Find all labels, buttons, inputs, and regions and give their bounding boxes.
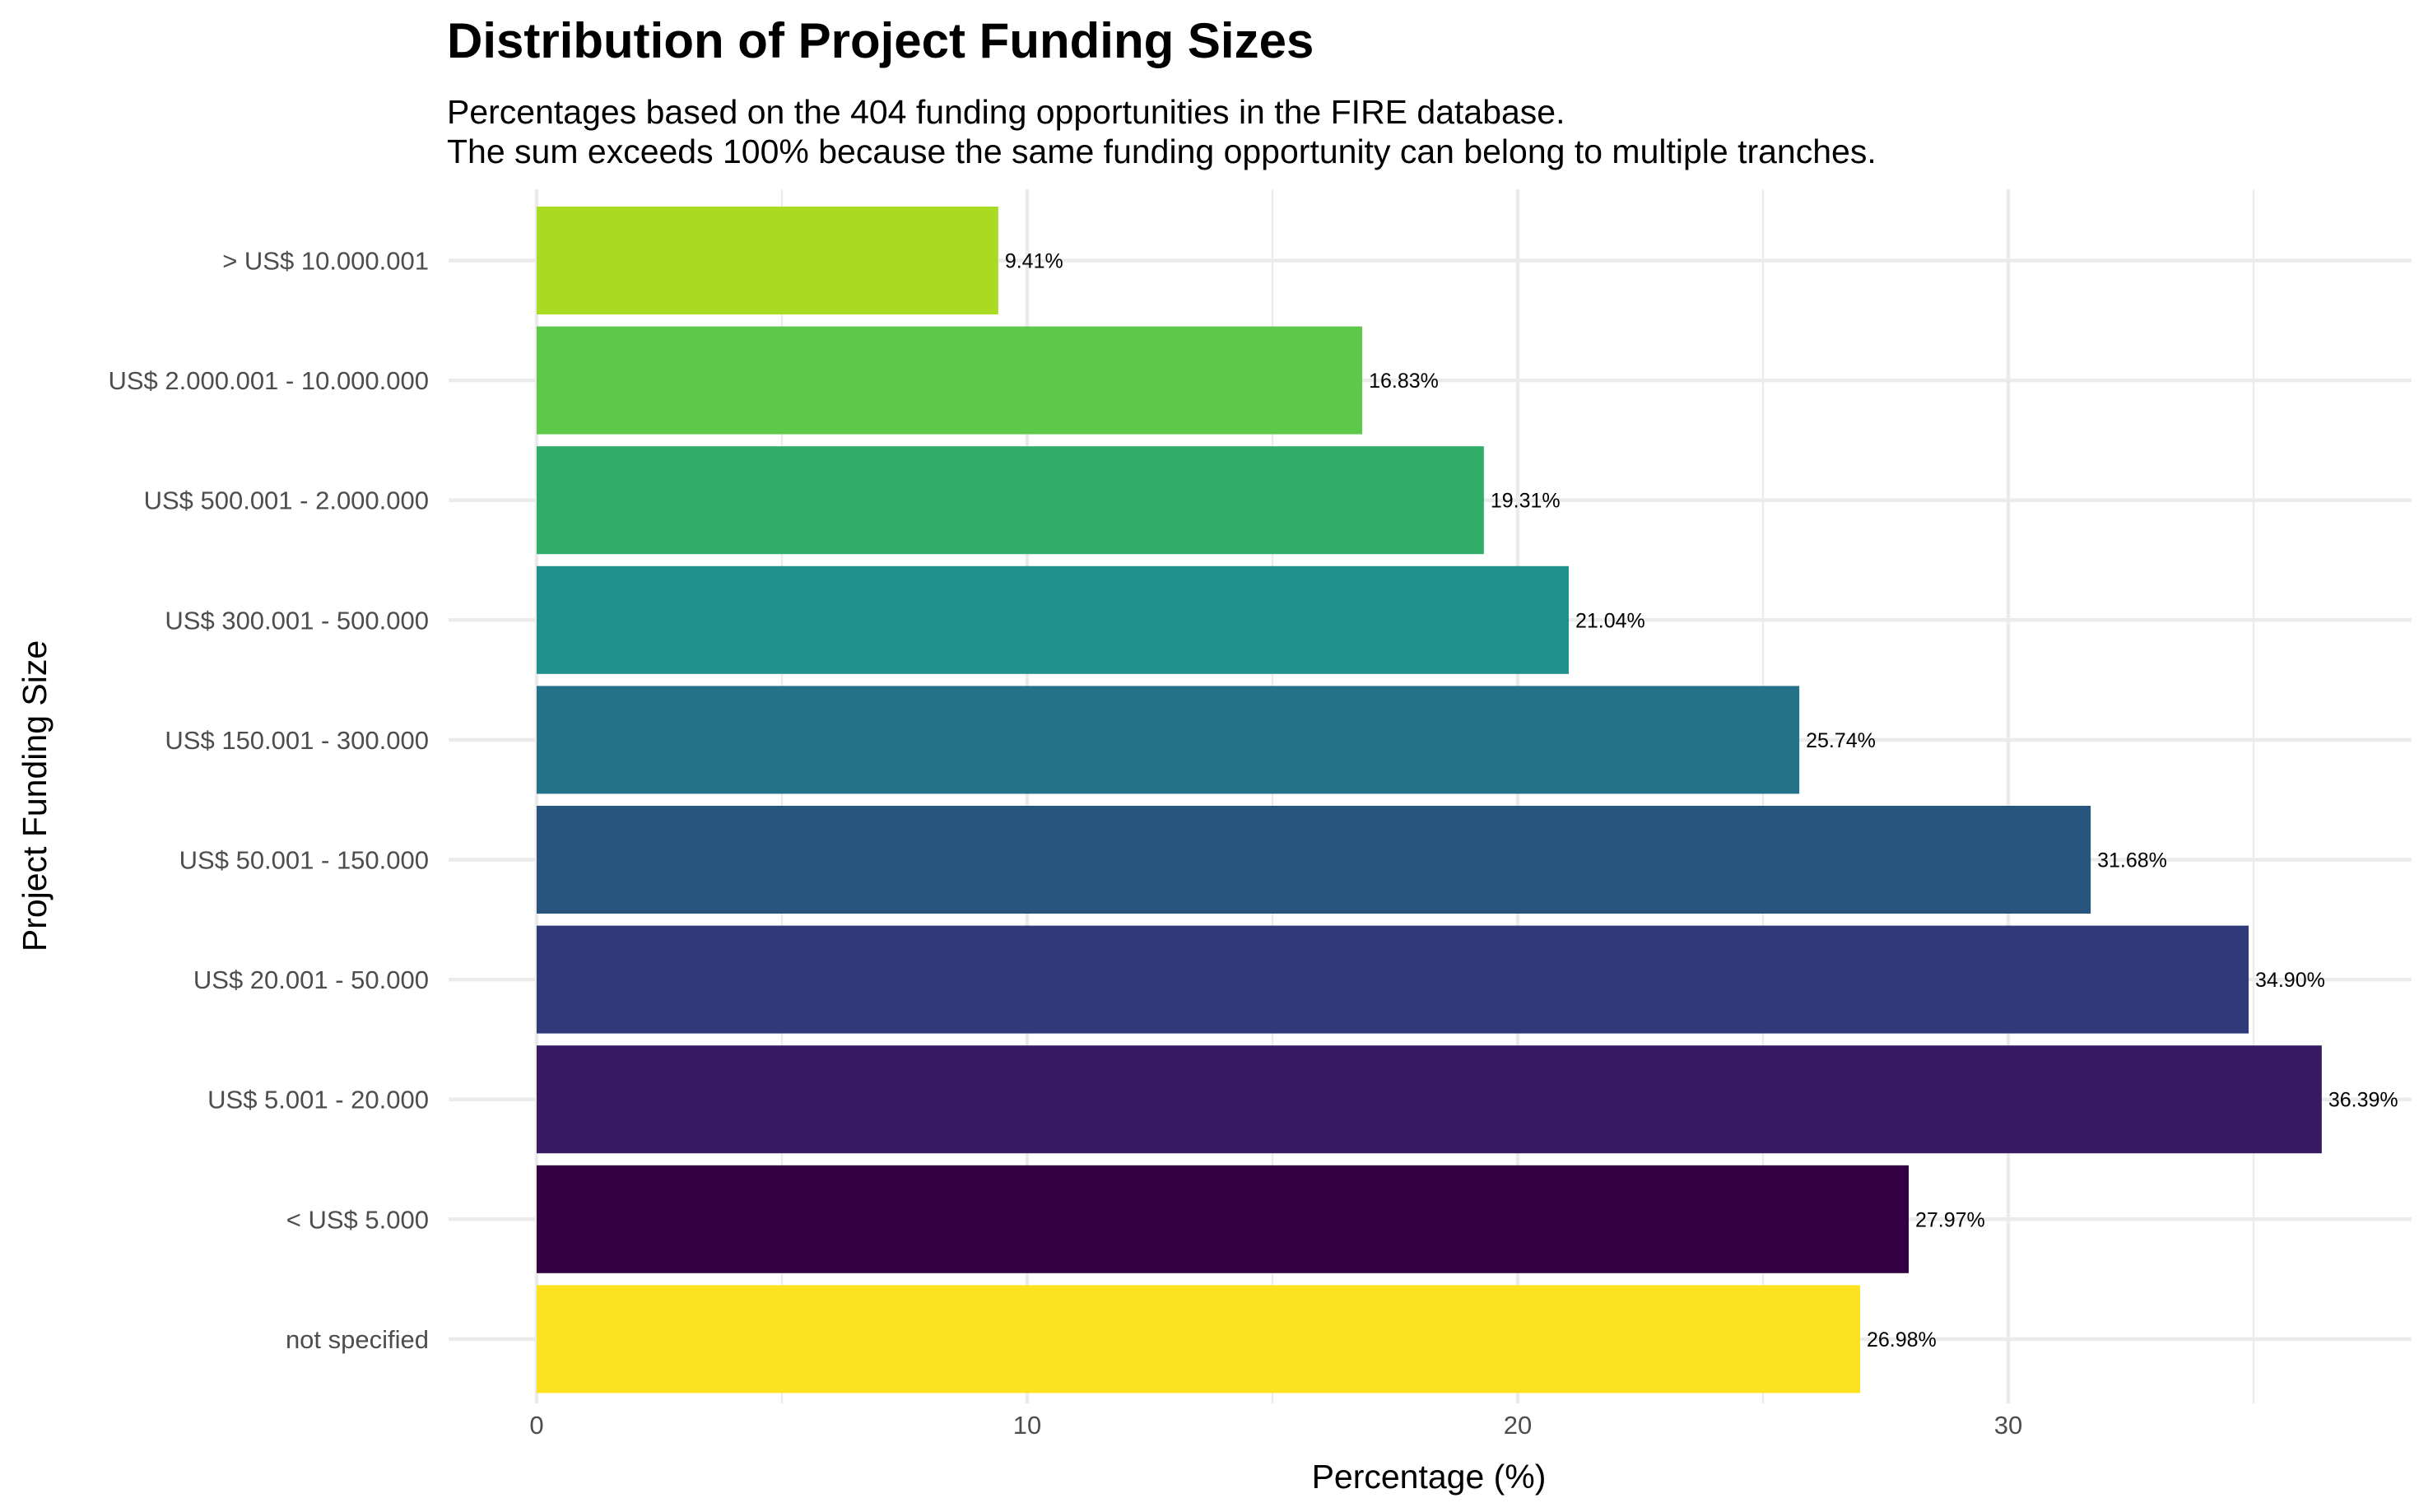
y-tick-label: US$ 50.001 - 150.000 <box>179 846 429 875</box>
y-tick-label: US$ 20.001 - 50.000 <box>193 965 429 994</box>
data-label: 36.39% <box>2328 1089 2398 1112</box>
x-tick-label: 0 <box>529 1411 543 1440</box>
y-tick-label: US$ 500.001 - 2.000.000 <box>144 486 429 515</box>
y-tick-label: US$ 150.001 - 300.000 <box>165 726 429 755</box>
data-label: 9.41% <box>1005 250 1063 273</box>
data-label: 16.83% <box>1369 370 1439 393</box>
bar <box>537 1285 1861 1393</box>
bar <box>537 686 1800 794</box>
chart-subtitle-line-2: The sum exceeds 100% because the same fu… <box>447 133 1877 170</box>
x-axis-tick-labels: 0 10 20 30 <box>529 1411 2022 1440</box>
y-tick-label: < US$ 5.000 <box>286 1205 429 1234</box>
bars <box>537 207 2322 1393</box>
chart-subtitle-line-1: Percentages based on the 404 funding opp… <box>447 93 1565 131</box>
bar <box>537 326 1363 435</box>
chart-title: Distribution of Project Funding Sizes <box>447 13 1314 68</box>
bar <box>537 925 2249 1034</box>
data-labels: 9.41% 16.83% 19.31% 21.04% 25.74% 31.68% 34.90… <box>1005 250 2398 1351</box>
bar <box>537 1165 1910 1273</box>
x-tick-label: 30 <box>1994 1411 2022 1440</box>
data-label: 21.04% <box>1575 609 1645 632</box>
y-tick-label: US$ 300.001 - 500.000 <box>165 606 429 635</box>
data-label: 25.74% <box>1806 729 1876 752</box>
y-tick-label: US$ 5.001 - 20.000 <box>207 1086 429 1114</box>
x-axis-title: Percentage (%) <box>1312 1458 1547 1496</box>
bar <box>537 207 998 314</box>
data-label: 31.68% <box>2097 849 2167 872</box>
bar <box>537 565 1569 674</box>
y-axis-title: Project Funding Size <box>16 640 53 951</box>
bar <box>537 806 2091 914</box>
data-label: 34.90% <box>2255 969 2325 992</box>
bar <box>537 446 1484 555</box>
data-label: 26.98% <box>1867 1328 1937 1351</box>
y-axis-tick-labels: > US$ 10.000.001 US$ 2.000.001 - 10.000.0… <box>108 247 429 1354</box>
x-tick-label: 10 <box>1013 1411 1041 1440</box>
data-label: 27.97% <box>1915 1208 1985 1231</box>
x-tick-label: 20 <box>1504 1411 1532 1440</box>
data-label: 19.31% <box>1491 490 1561 513</box>
y-tick-label: not specified <box>286 1325 429 1354</box>
y-tick-label: > US$ 10.000.001 <box>222 247 429 276</box>
bar <box>537 1045 2322 1154</box>
y-tick-label: US$ 2.000.001 - 10.000.000 <box>108 366 429 395</box>
